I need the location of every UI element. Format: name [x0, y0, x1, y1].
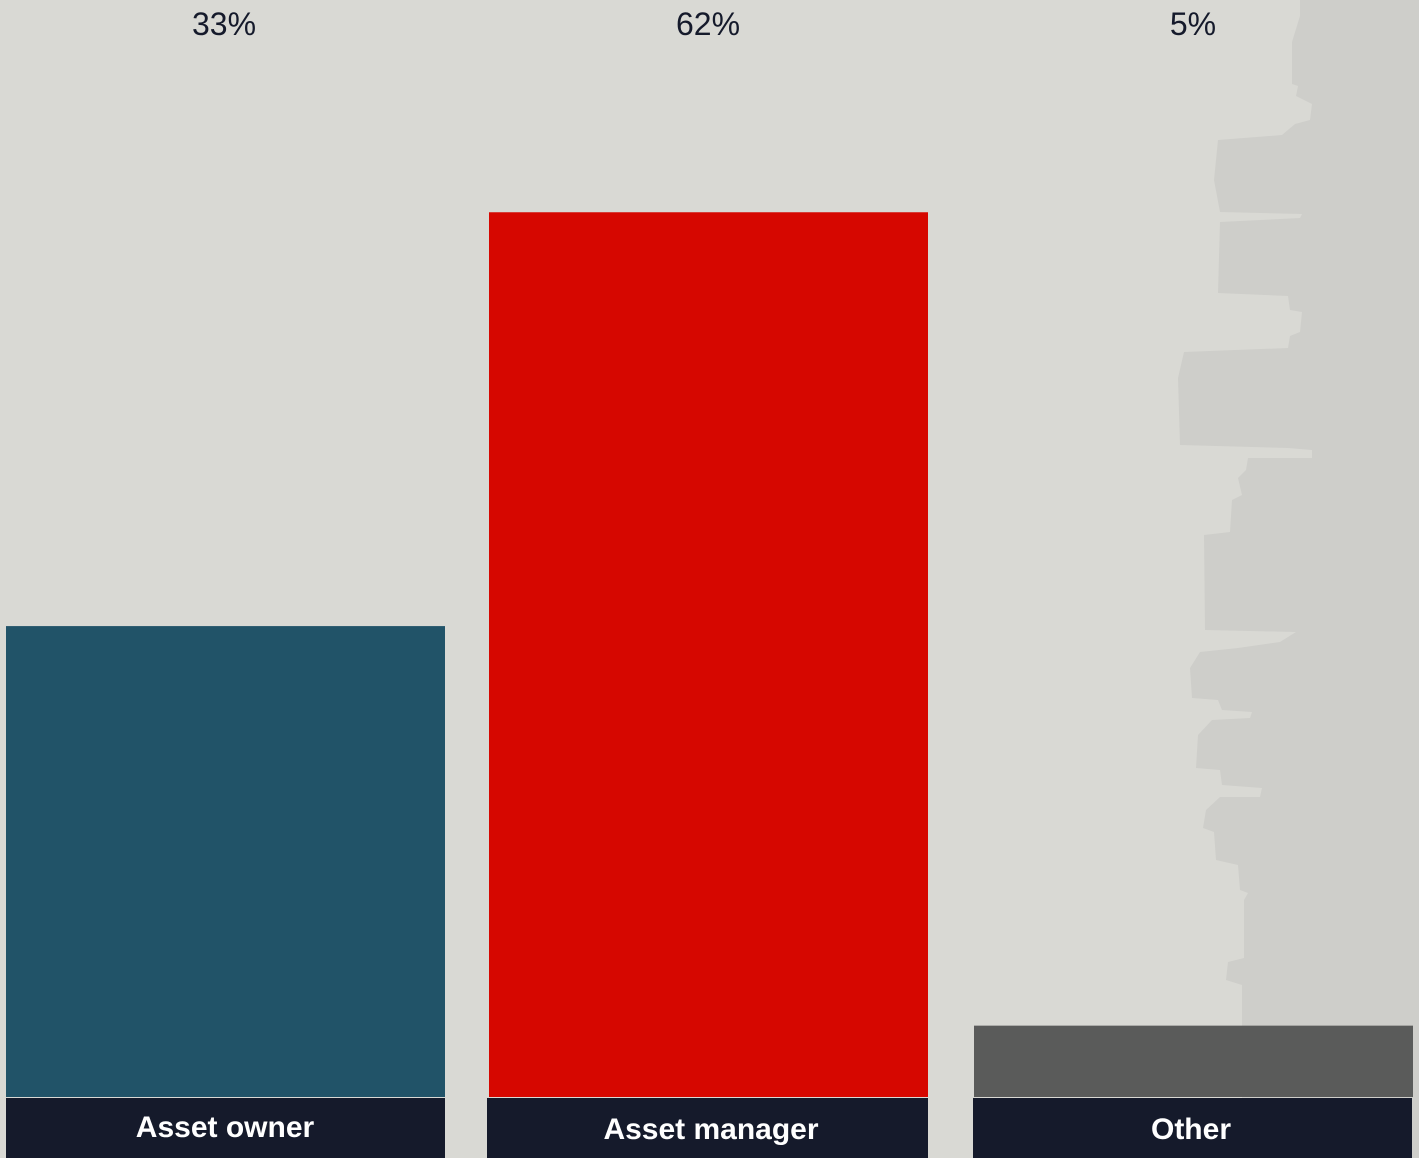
bar-other	[974, 1025, 1413, 1097]
category-band-asset-manager	[487, 1098, 928, 1158]
category-label-other: Other	[1151, 1113, 1231, 1146]
category-band-asset-owner	[6, 1098, 445, 1158]
bar-asset-manager	[489, 212, 928, 1097]
category-label-asset-owner: Asset owner	[136, 1111, 315, 1144]
value-label-asset-owner: 33%	[192, 6, 256, 42]
bar-asset-owner	[6, 626, 445, 1097]
value-label-asset-manager: 62%	[676, 6, 740, 42]
silhouette-shape	[1178, 0, 1419, 1158]
category-band-other	[973, 1098, 1412, 1158]
value-label-other: 5%	[1170, 6, 1216, 42]
category-label-asset-manager: Asset manager	[603, 1113, 818, 1146]
